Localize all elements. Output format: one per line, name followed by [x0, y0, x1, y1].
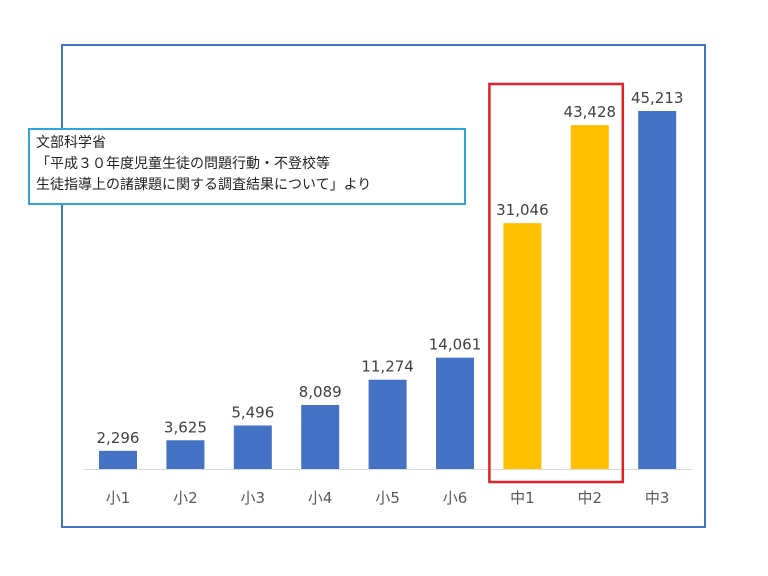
category-labels-group: 小1 小2 小3 小4 小5 小6 中1 中2 中3 [106, 489, 670, 507]
chart-frame [61, 44, 706, 528]
value-label-6: 14,061 [429, 336, 482, 354]
value-labels-group: 2,296 3,625 5,496 8,089 11,274 14,061 31,046 43… [97, 89, 684, 447]
value-label-5: 11,274 [361, 358, 414, 376]
source-note-line1: 文部科学省 [36, 135, 106, 151]
bar-7 [503, 223, 542, 469]
category-label-7: 中1 [510, 489, 535, 507]
bar-8 [570, 125, 609, 470]
value-label-2: 3,625 [164, 418, 207, 436]
bar-6 [436, 357, 474, 469]
bar-5 [368, 379, 407, 469]
category-label-9: 中3 [645, 489, 670, 507]
value-label-9: 45,213 [631, 89, 684, 107]
bars-group [99, 111, 677, 470]
category-label-8: 中2 [578, 489, 603, 507]
category-label-1: 小1 [106, 489, 131, 507]
bar-1 [99, 450, 137, 469]
source-note: 文部科学省 「平成３０年度児童生徒の問題行動・不登校等 生徒指導上の諸課題に関す… [28, 128, 466, 205]
source-note-line2: 「平成３０年度児童生徒の問題行動・不登校等 [36, 156, 330, 172]
value-label-7: 31,046 [496, 201, 549, 219]
bar-2 [166, 440, 205, 469]
category-label-5: 小5 [375, 489, 400, 507]
bar-9 [638, 111, 677, 469]
value-label-8: 43,428 [564, 103, 617, 121]
value-label-1: 2,296 [97, 429, 140, 447]
category-label-2: 小2 [173, 489, 198, 507]
value-label-3: 5,496 [231, 403, 274, 421]
category-label-3: 小3 [241, 489, 266, 507]
source-note-line3: 生徒指導上の諸課題に関する調査結果について」より [36, 177, 372, 193]
value-label-4: 8,089 [299, 383, 342, 401]
category-label-4: 小4 [308, 489, 333, 507]
highlight-box [488, 82, 625, 484]
category-label-6: 小6 [443, 489, 468, 507]
bar-4 [301, 404, 340, 469]
bar-3 [233, 425, 272, 469]
